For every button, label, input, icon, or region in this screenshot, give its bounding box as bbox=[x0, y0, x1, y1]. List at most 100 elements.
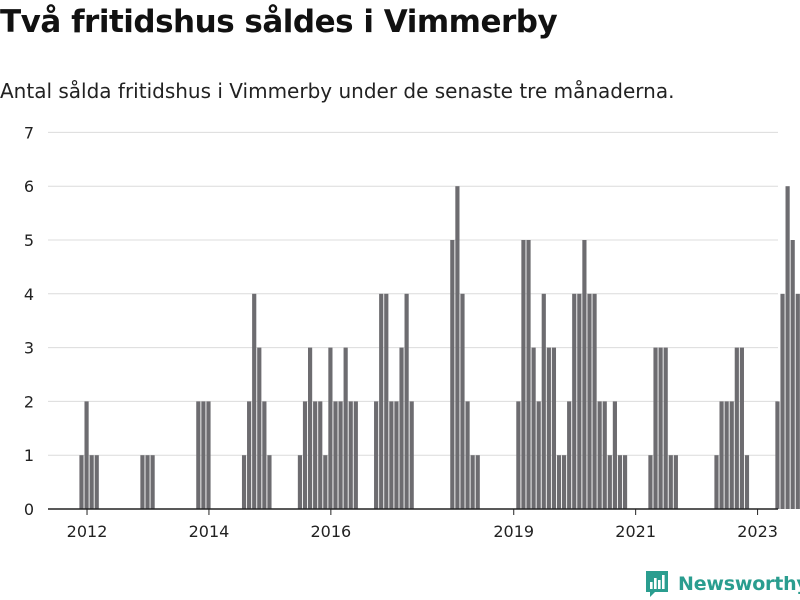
bar bbox=[562, 455, 567, 509]
y-tick-label: 0 bbox=[24, 500, 34, 519]
bar bbox=[399, 347, 404, 509]
bar bbox=[582, 240, 587, 509]
x-tick-label: 2014 bbox=[189, 522, 230, 541]
bar bbox=[546, 347, 551, 509]
bar bbox=[404, 293, 409, 509]
bar bbox=[389, 401, 394, 509]
bar bbox=[567, 401, 572, 509]
bar bbox=[531, 347, 536, 509]
bar bbox=[150, 455, 155, 509]
bar bbox=[551, 347, 557, 509]
bar bbox=[297, 455, 303, 509]
x-tick-label: 2023 bbox=[737, 522, 778, 541]
bar bbox=[592, 293, 597, 509]
bar bbox=[374, 401, 379, 509]
bar bbox=[318, 401, 323, 509]
bar bbox=[84, 401, 89, 509]
bar bbox=[409, 401, 414, 509]
bar bbox=[653, 347, 658, 509]
newsworthy-brand: Newsworthy bbox=[644, 568, 800, 600]
bar bbox=[795, 293, 800, 509]
bar bbox=[262, 401, 267, 509]
bar bbox=[145, 455, 150, 509]
bar bbox=[602, 401, 607, 509]
bar bbox=[587, 293, 592, 509]
bar bbox=[252, 293, 257, 509]
bar bbox=[379, 293, 384, 509]
bar bbox=[663, 347, 668, 509]
bar bbox=[247, 401, 252, 509]
bar bbox=[724, 401, 729, 509]
bar bbox=[343, 347, 348, 509]
x-tick-label: 2012 bbox=[67, 522, 108, 541]
bar bbox=[729, 401, 734, 509]
bar bbox=[460, 293, 465, 509]
bar bbox=[541, 293, 546, 509]
bar bbox=[719, 401, 724, 509]
bar bbox=[744, 455, 750, 509]
bar bbox=[455, 186, 460, 509]
bar bbox=[790, 240, 795, 509]
bar bbox=[556, 455, 562, 509]
chart-title: Två fritidshus såldes i Vimmerby bbox=[0, 4, 558, 40]
y-tick-label: 3 bbox=[24, 339, 34, 358]
bar bbox=[196, 401, 201, 509]
bar bbox=[572, 293, 577, 509]
bar bbox=[308, 347, 313, 509]
bar bbox=[475, 455, 480, 509]
bar bbox=[673, 455, 678, 509]
newsworthy-logo-icon bbox=[646, 571, 668, 597]
bar bbox=[617, 455, 623, 509]
y-tick-label: 2 bbox=[24, 392, 34, 411]
bar bbox=[526, 240, 531, 509]
bar bbox=[206, 401, 211, 509]
bar bbox=[470, 455, 475, 509]
bar bbox=[302, 401, 308, 509]
x-tick-label: 2019 bbox=[493, 522, 534, 541]
bar bbox=[536, 401, 541, 509]
x-tick-label: 2016 bbox=[311, 522, 352, 541]
bar bbox=[94, 455, 99, 509]
bar bbox=[465, 401, 470, 509]
bar bbox=[201, 401, 206, 509]
bar bbox=[140, 455, 145, 509]
bar bbox=[775, 401, 780, 509]
bar bbox=[89, 455, 94, 509]
bar bbox=[450, 240, 455, 509]
bar bbox=[394, 401, 399, 509]
bar bbox=[607, 455, 612, 509]
bar bbox=[658, 347, 663, 509]
bar bbox=[333, 401, 338, 509]
chart-subtitle: Antal sålda fritidshus i Vimmerby under … bbox=[0, 79, 675, 103]
bar bbox=[79, 455, 84, 509]
x-tick-label: 2021 bbox=[615, 522, 656, 541]
y-tick-label: 1 bbox=[24, 446, 34, 465]
y-tick-label: 4 bbox=[24, 285, 34, 304]
bar bbox=[734, 347, 739, 509]
bar bbox=[516, 401, 521, 509]
bar bbox=[597, 401, 602, 509]
bar bbox=[785, 186, 790, 509]
bar bbox=[384, 293, 389, 509]
bar bbox=[348, 401, 353, 509]
bar bbox=[612, 401, 617, 509]
y-tick-label: 7 bbox=[24, 123, 34, 142]
bar bbox=[577, 293, 582, 509]
bar bbox=[668, 455, 673, 509]
bar bbox=[714, 455, 719, 509]
bar bbox=[622, 455, 628, 509]
bar bbox=[353, 401, 358, 509]
bar bbox=[780, 293, 785, 509]
brand-name: Newsworthy bbox=[678, 573, 800, 595]
bar bbox=[739, 347, 744, 509]
bar bbox=[648, 455, 653, 509]
bar bbox=[267, 455, 272, 509]
bar bbox=[328, 347, 333, 509]
y-tick-label: 5 bbox=[24, 231, 34, 250]
bar bbox=[257, 347, 262, 509]
bar bbox=[241, 455, 247, 509]
y-tick-label: 6 bbox=[24, 177, 34, 196]
bar bbox=[521, 240, 526, 509]
bar bbox=[338, 401, 343, 509]
